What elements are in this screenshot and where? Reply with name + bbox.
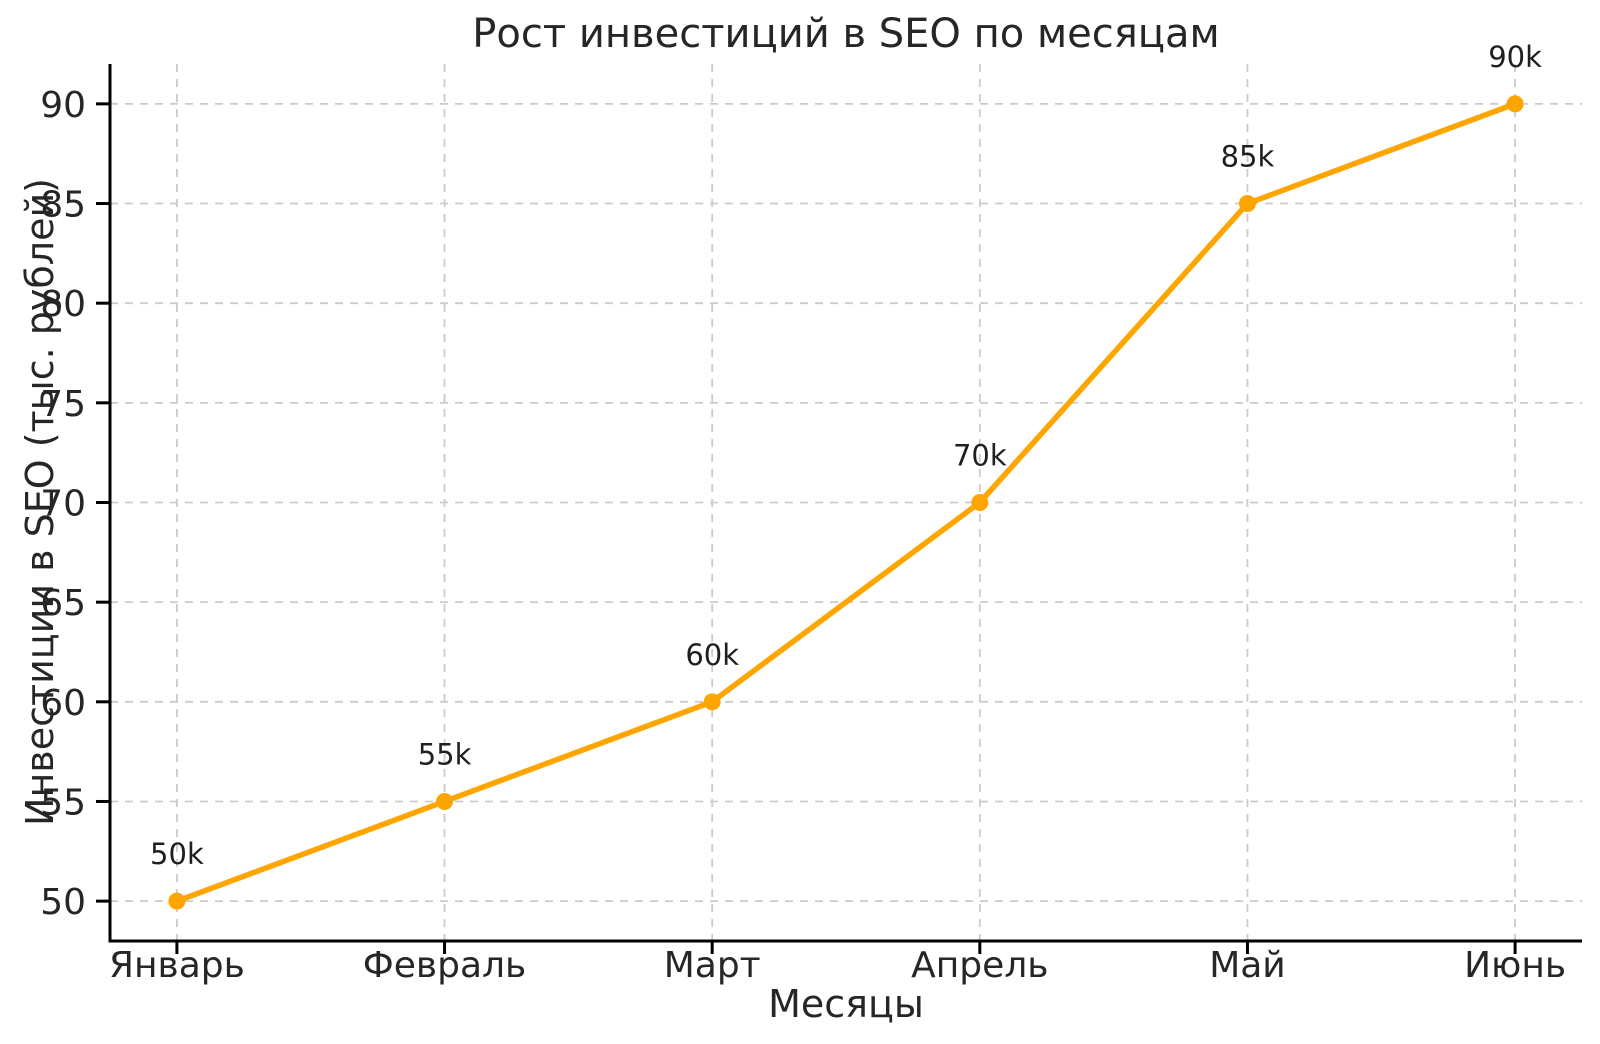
data-point-label: 60k xyxy=(685,638,739,672)
chart-title: Рост инвестиций в SEO по месяцам xyxy=(472,11,1220,57)
x-tick-label: Февраль xyxy=(363,945,527,986)
data-point-label: 55k xyxy=(418,737,472,771)
data-point-label: 85k xyxy=(1221,140,1275,174)
y-tick-label: 75 xyxy=(40,384,86,425)
data-point xyxy=(1238,195,1256,213)
data-point xyxy=(1506,95,1524,113)
y-tick-label: 65 xyxy=(40,583,86,624)
x-tick-label: Апрель xyxy=(911,945,1048,986)
data-point xyxy=(971,494,989,511)
data-point xyxy=(703,693,721,711)
y-tick-label: 50 xyxy=(40,882,86,923)
y-tick-label: 60 xyxy=(40,683,86,724)
data-point-label: 70k xyxy=(953,439,1007,473)
data-point xyxy=(436,792,454,810)
data-point xyxy=(168,892,186,910)
x-tick-label: Март xyxy=(664,945,761,986)
x-tick-label: Июнь xyxy=(1464,945,1566,986)
x-tick-label: Май xyxy=(1209,945,1286,986)
x-axis-label: Месяцы xyxy=(768,982,924,1026)
y-tick-label: 85 xyxy=(40,185,86,226)
y-tick-label: 90 xyxy=(40,85,86,126)
y-tick-label: 55 xyxy=(40,782,86,823)
y-tick-label: 80 xyxy=(40,284,86,325)
y-tick-label: 70 xyxy=(40,484,86,525)
data-point-label: 50k xyxy=(150,837,204,871)
data-point-label: 90k xyxy=(1488,40,1542,74)
data-line xyxy=(174,101,1518,904)
x-tick-label: Январь xyxy=(109,945,245,986)
